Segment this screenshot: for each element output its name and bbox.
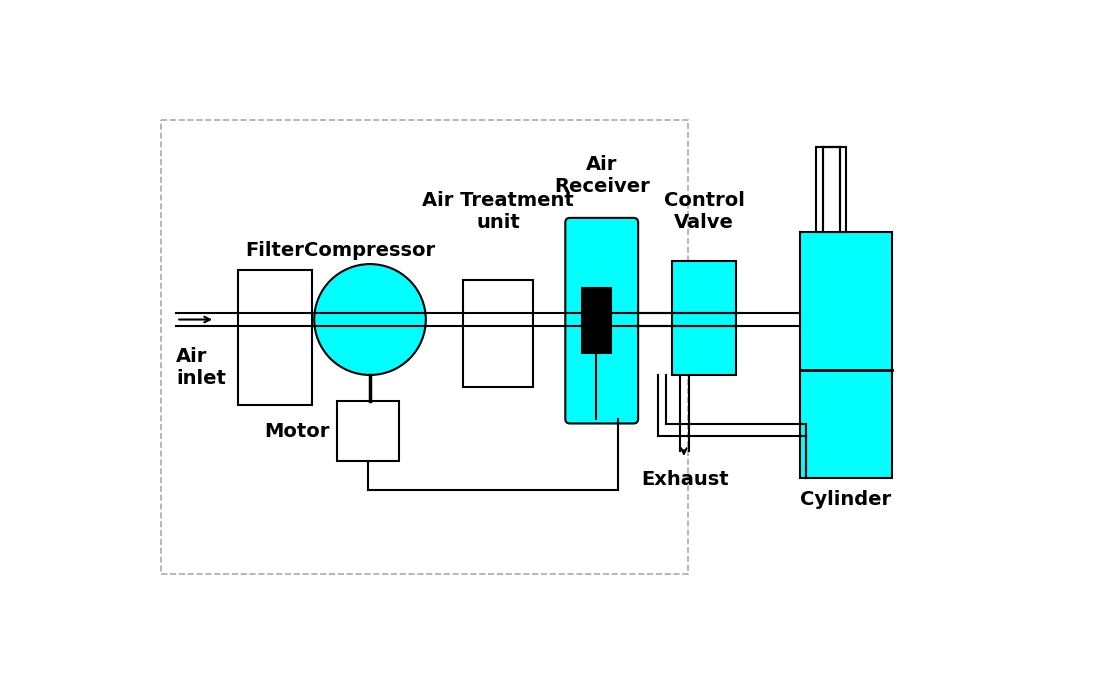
Bar [582, 288, 610, 354]
Circle shape [315, 264, 426, 375]
Text: Air Treatment
unit: Air Treatment unit [422, 191, 574, 232]
Text: Air
Receiver: Air Receiver [554, 154, 650, 196]
Text: Filter: Filter [245, 241, 304, 260]
Bar [161, 120, 688, 575]
Text: Air
inlet: Air inlet [176, 347, 227, 388]
Bar [463, 280, 532, 386]
Bar [672, 261, 736, 375]
Text: Compressor: Compressor [305, 241, 436, 260]
Text: Motor: Motor [264, 422, 330, 441]
FancyBboxPatch shape [565, 218, 638, 424]
Text: Cylinder: Cylinder [801, 490, 891, 509]
Bar [800, 232, 892, 478]
Text: Control
Valve: Control Valve [663, 191, 745, 232]
Bar [239, 270, 312, 405]
Text: Exhaust: Exhaust [641, 471, 728, 490]
Bar [338, 401, 399, 461]
Bar [816, 147, 846, 232]
